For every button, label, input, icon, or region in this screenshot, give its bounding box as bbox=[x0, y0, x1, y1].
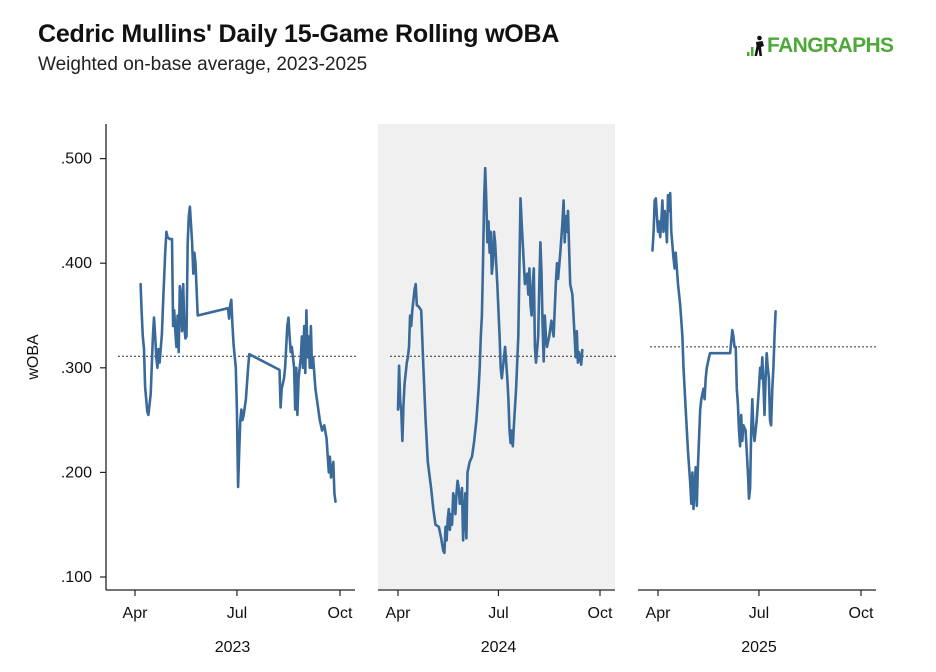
y-tick-label-200: .200 bbox=[61, 464, 92, 481]
panel-2024-x-tick-label-jul: Jul bbox=[488, 605, 508, 622]
fangraphs-logo-text: FANGRAPHS bbox=[767, 34, 894, 57]
panel-2023-x-tick-label-jul: Jul bbox=[227, 605, 247, 622]
panel-2024-year-label: 2024 bbox=[481, 639, 517, 656]
y-tick-label-300: .300 bbox=[61, 360, 92, 377]
panel-2024-x-tick-label-apr: Apr bbox=[386, 605, 412, 622]
panel-2023-woba-line bbox=[139, 205, 337, 503]
fangraphs-logo-icon bbox=[747, 35, 764, 56]
panel-2023-year-label: 2023 bbox=[215, 639, 251, 656]
panel-2025-x-tick-label-oct: Oct bbox=[849, 605, 874, 622]
panel-2025-x-tick-label-apr: Apr bbox=[646, 605, 672, 622]
fangraphs-logo: FANGRAPHS bbox=[747, 33, 894, 59]
panel-2024-woba-line bbox=[396, 166, 584, 555]
panel-2025-year-label: 2025 bbox=[741, 639, 777, 656]
y-tick-label-100: .100 bbox=[61, 569, 92, 586]
chart-title: Cedric Mullins' Daily 15-Game Rolling wO… bbox=[38, 20, 560, 48]
y-tick-label-400: .400 bbox=[61, 255, 92, 272]
chart-subtitle: Weighted on-base average, 2023-2025 bbox=[38, 54, 368, 75]
panel-2025-woba-line bbox=[651, 191, 777, 511]
panel-2023-x-tick-label-oct: Oct bbox=[328, 605, 353, 622]
y-tick-label-500: .500 bbox=[61, 151, 92, 168]
panel-2023-x-tick-label-apr: Apr bbox=[123, 605, 149, 622]
panel-2025-x-tick-label-jul: Jul bbox=[749, 605, 769, 622]
y-axis-label: wOBA bbox=[25, 334, 42, 381]
panel-2024-x-tick-label-oct: Oct bbox=[588, 605, 613, 622]
